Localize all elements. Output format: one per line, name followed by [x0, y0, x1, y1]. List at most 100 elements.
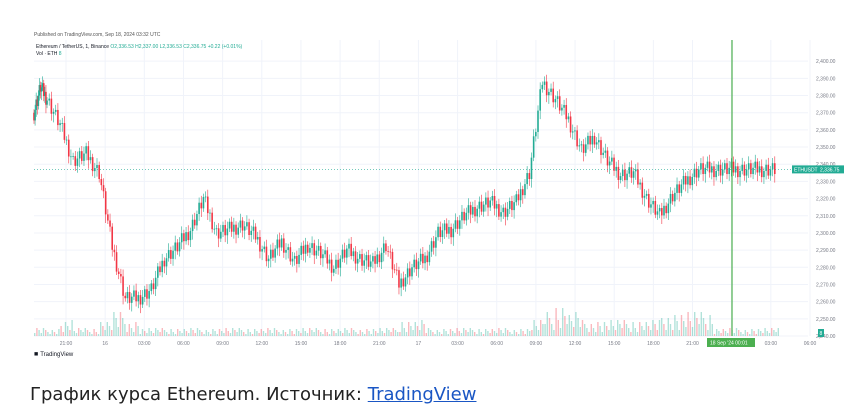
candle-body — [57, 109, 59, 126]
candle-body — [526, 173, 528, 185]
volume-bar — [174, 334, 177, 336]
symbol-legend[interactable]: Ethereum / TetherUS, 1, Binance O2,336.5… — [36, 44, 242, 50]
candle-body — [593, 135, 596, 145]
volume-bar — [133, 332, 135, 336]
volume-bar — [342, 333, 344, 336]
candle-body — [478, 201, 481, 209]
tradingview-logo[interactable]: ■ TradingView — [34, 351, 73, 358]
volume-bar — [135, 322, 137, 336]
time-tick-label: 21:00 — [60, 341, 73, 347]
volume-bar — [590, 324, 592, 336]
candle-body — [667, 203, 670, 214]
candle-body — [580, 144, 583, 146]
candle-body — [328, 259, 331, 264]
volume-bar — [619, 324, 621, 336]
volume-bar — [654, 324, 656, 336]
volume-bar — [86, 330, 89, 336]
candle-body — [185, 232, 187, 242]
volume-bar — [108, 326, 111, 336]
volume-bar — [443, 329, 445, 336]
chart-area[interactable]: 2,400.00 2,390.00 2,380.00 2,370.00 2,360.00… — [0, 0, 857, 370]
candle-body — [756, 161, 759, 173]
time-tick-label: 06:00 — [177, 341, 190, 347]
volume-bar — [614, 330, 617, 336]
volume-bar — [555, 308, 557, 336]
candle-body — [439, 226, 442, 238]
volume-bar — [771, 328, 773, 336]
volume-bar — [570, 321, 573, 336]
volume-bar — [397, 332, 399, 336]
volume-bar — [676, 321, 678, 336]
price-axis[interactable]: 2,400.00 2,390.00 2,380.00 2,370.00 2,360.00… — [816, 59, 836, 340]
volume-bar — [713, 334, 716, 336]
volume-bar — [557, 320, 559, 336]
price-tick-label: 2,300.00 — [816, 231, 836, 237]
time-tick-label: 21:00 — [686, 341, 699, 347]
volume-bar — [298, 331, 300, 336]
volume-bar — [100, 322, 102, 336]
candle-body — [215, 228, 218, 230]
volume-bar — [168, 334, 170, 336]
volume-bar — [84, 328, 86, 336]
candle-body — [626, 173, 628, 181]
volume-bar — [348, 333, 350, 336]
volume-bar — [375, 331, 377, 336]
volume-bar — [581, 320, 584, 336]
volume-axis-badge — [818, 329, 824, 337]
volume-bar — [694, 312, 696, 336]
caption-link[interactable]: TradingView — [367, 384, 477, 405]
volume-bar — [383, 333, 386, 336]
volume-bar — [606, 326, 608, 336]
candle-body — [189, 231, 192, 241]
candle-body — [42, 83, 45, 97]
candle-body — [206, 196, 209, 214]
time-axis[interactable]: 21:00 16 03:00 06:00 09:00 12:00 15:00 18:00 21:… — [60, 341, 817, 347]
candle-body — [65, 139, 68, 141]
volume-bar — [465, 330, 467, 336]
price-chart[interactable]: 2,400.00 2,390.00 2,380.00 2,370.00 2,360.00… — [0, 0, 857, 370]
candle-body — [461, 211, 463, 221]
volume-bar — [82, 332, 84, 336]
candle-body — [391, 251, 394, 270]
candle-body — [309, 247, 311, 253]
candle-body — [361, 254, 363, 266]
candle-body — [59, 123, 61, 126]
volume-bar — [196, 328, 199, 336]
candle-body — [256, 237, 259, 240]
candle-body — [354, 251, 357, 264]
ohlc-values: O2,336.53 H2,337.00 L2,336.53 C2,336.75 … — [110, 44, 243, 50]
volume-bar — [199, 330, 201, 336]
time-tick-label: 09:00 — [530, 341, 543, 347]
crosshair-time-text: 18 Sep '24 00:01 — [710, 341, 748, 347]
volume-bar — [427, 328, 430, 336]
candle-body — [424, 255, 426, 264]
volume-bar — [742, 334, 744, 336]
volume-bar — [584, 324, 586, 336]
candle-body — [669, 193, 672, 204]
candle-body — [591, 135, 594, 145]
volume-bar — [630, 332, 632, 336]
candle-body — [595, 142, 598, 145]
candle-body — [409, 268, 411, 277]
candle-body — [674, 192, 676, 202]
candle-body — [704, 167, 707, 175]
volume-bar — [157, 330, 159, 336]
candle-body — [700, 163, 702, 170]
volume-bar — [623, 320, 625, 336]
volume-bar — [139, 334, 141, 336]
volume-bar — [535, 326, 537, 336]
candle-body — [237, 227, 240, 235]
volume-bar — [467, 332, 469, 336]
volume-bar — [207, 332, 210, 336]
candle-body — [539, 89, 541, 111]
volume-bar — [67, 326, 69, 336]
volume-bar — [128, 324, 130, 336]
candle-body — [535, 131, 537, 137]
candle-body — [89, 157, 92, 161]
candle-body — [302, 245, 305, 254]
tv-logo-text: TradingView — [40, 351, 74, 358]
candle-body — [611, 157, 613, 162]
price-badge-symbol-text: ETHUSDT — [794, 167, 818, 173]
time-tick-label: 12:00 — [256, 341, 269, 347]
volume-legend[interactable]: Vol · ETH 8 — [36, 51, 62, 57]
